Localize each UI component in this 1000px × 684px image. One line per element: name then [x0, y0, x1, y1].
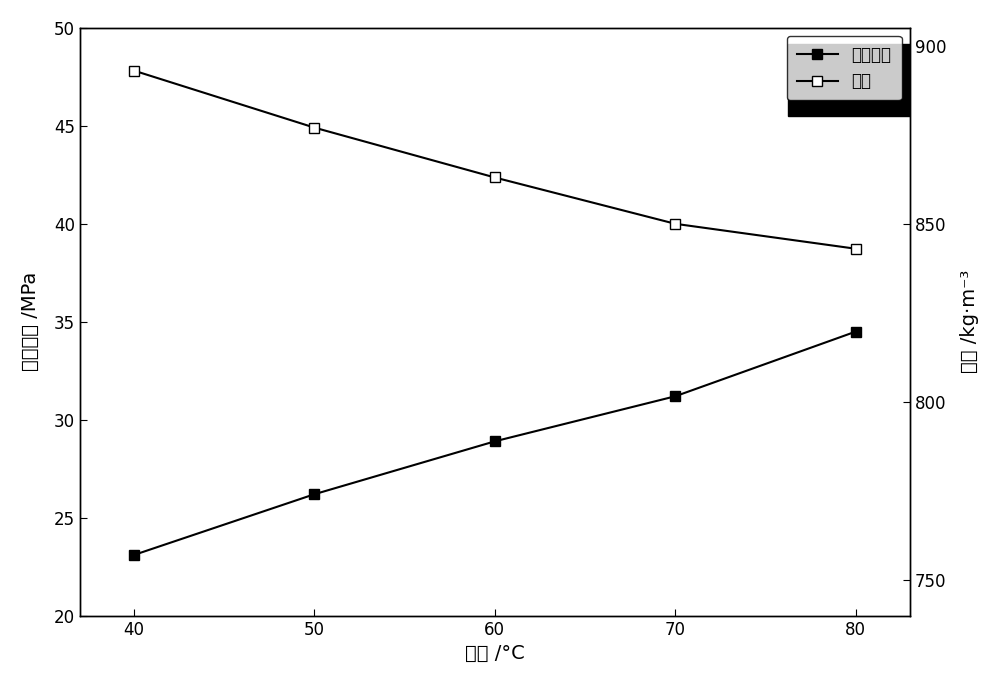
- 泪点压力: [669, 392, 681, 400]
- Y-axis label: 密度 /kg·m⁻³: 密度 /kg·m⁻³: [960, 270, 979, 373]
- 密度: [308, 124, 320, 132]
- 密度: [489, 173, 501, 181]
- Y-axis label: 泪点压力 /MPa: 泪点压力 /MPa: [21, 272, 40, 371]
- Legend: 泪点压力, 密度: 泪点压力, 密度: [787, 36, 902, 101]
- 密度: [128, 66, 140, 75]
- Line: 泪点压力: 泪点压力: [129, 327, 861, 560]
- 泪点压力: [850, 328, 862, 336]
- Line: 密度: 密度: [129, 66, 861, 254]
- X-axis label: 温度 /°C: 温度 /°C: [465, 644, 525, 663]
- 泪点压力: [128, 551, 140, 559]
- 密度: [669, 220, 681, 228]
- FancyBboxPatch shape: [788, 44, 911, 116]
- 泪点压力: [308, 490, 320, 499]
- 密度: [850, 245, 862, 253]
- 泪点压力: [489, 437, 501, 445]
